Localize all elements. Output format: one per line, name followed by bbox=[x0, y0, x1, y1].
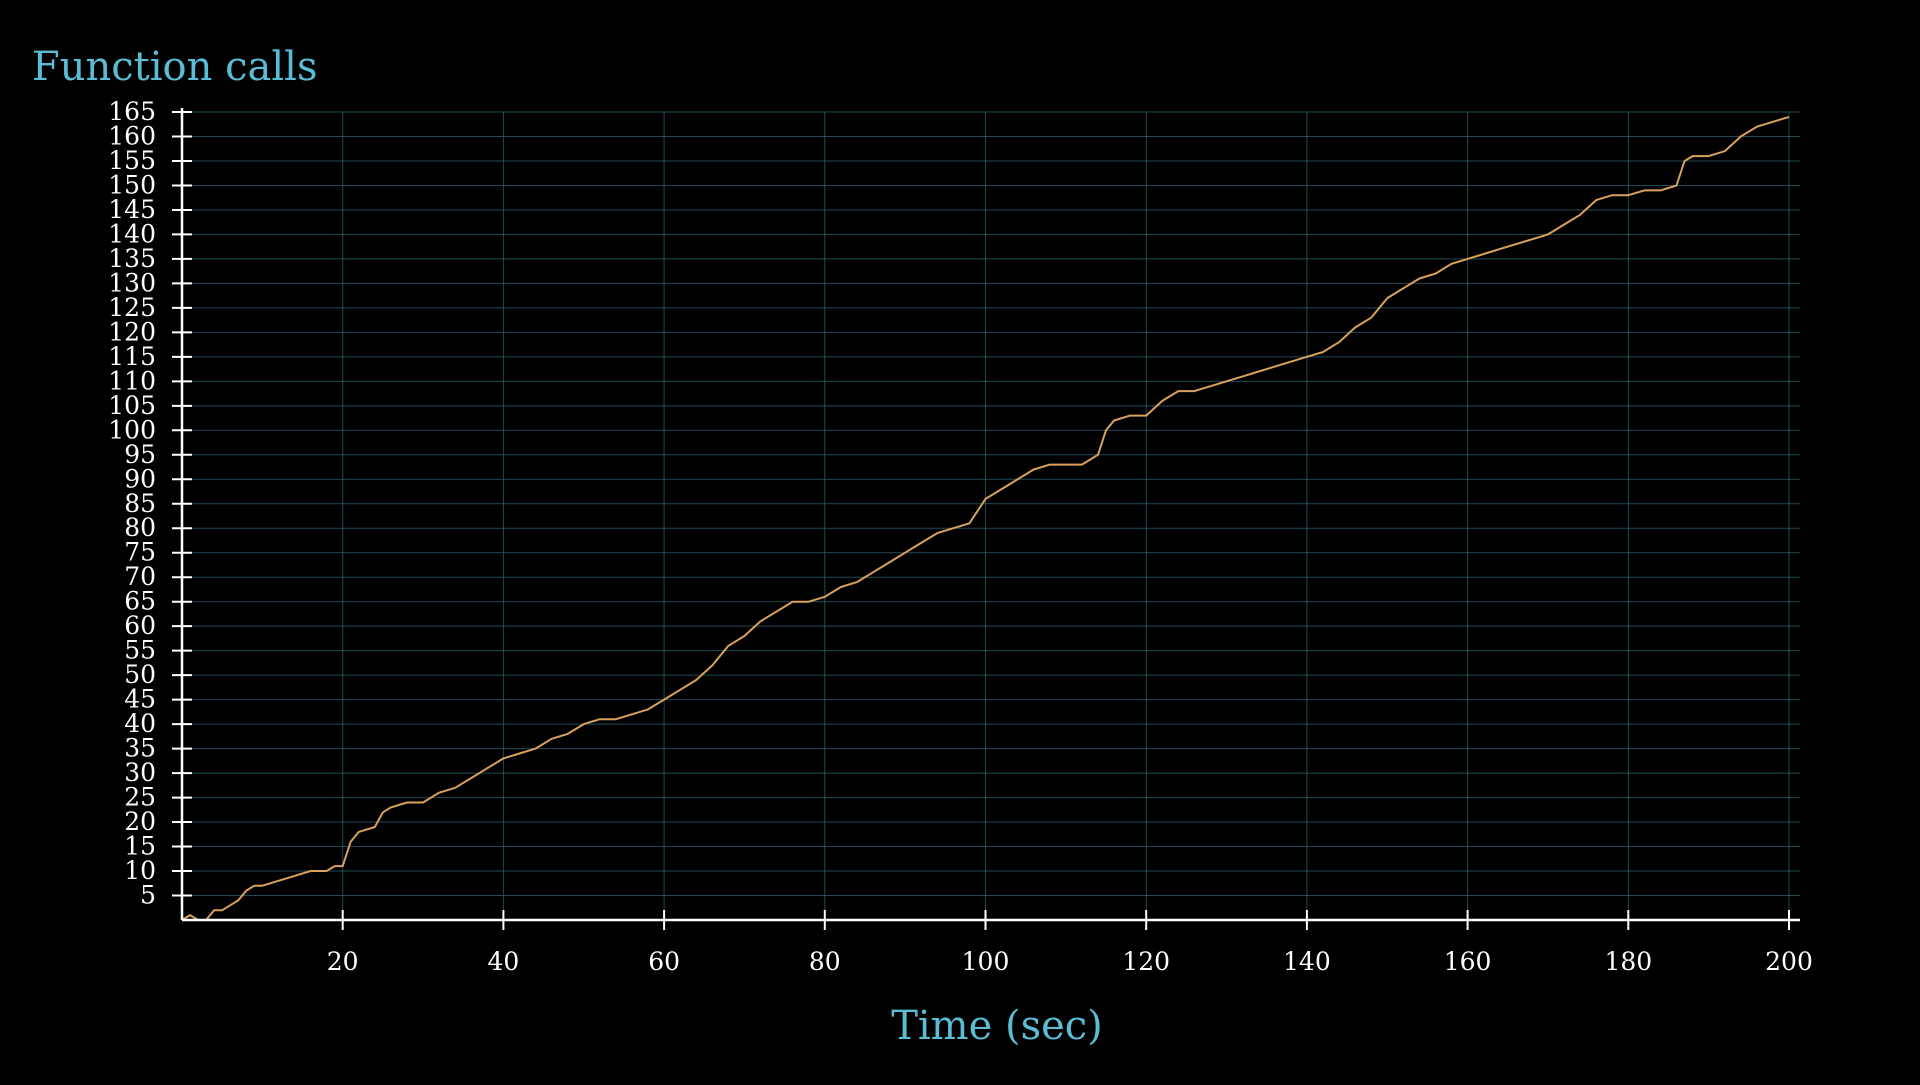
series-layer bbox=[181, 115, 1790, 921]
x-tick-label-200: 200 bbox=[1765, 947, 1813, 976]
y-tick-label-105: 105 bbox=[108, 391, 156, 420]
y-tick-label-140: 140 bbox=[108, 219, 156, 248]
y-tick-label-65: 65 bbox=[124, 587, 156, 616]
y-tick-label-130: 130 bbox=[108, 268, 156, 297]
y-tick-label-135: 135 bbox=[108, 244, 156, 273]
y-tick-label-10: 10 bbox=[124, 856, 156, 885]
y-tick-label-90: 90 bbox=[124, 464, 156, 493]
x-tick-label-120: 120 bbox=[1122, 947, 1170, 976]
y-tick-label-75: 75 bbox=[124, 538, 156, 567]
y-tick-label-155: 155 bbox=[108, 146, 156, 175]
y-tick-label-25: 25 bbox=[124, 783, 156, 812]
y-tick-label-120: 120 bbox=[108, 317, 156, 346]
x-tick-label-100: 100 bbox=[962, 947, 1010, 976]
y-tick-label-150: 150 bbox=[108, 170, 156, 199]
x-tick-label-160: 160 bbox=[1444, 947, 1492, 976]
chart-title: Function calls bbox=[32, 44, 317, 90]
x-tick-label-40: 40 bbox=[487, 947, 519, 976]
y-tick-label-40: 40 bbox=[124, 709, 156, 738]
y-tick-label-30: 30 bbox=[124, 758, 156, 787]
y-tick-label-45: 45 bbox=[124, 685, 156, 714]
x-tick-label-20: 20 bbox=[327, 947, 359, 976]
y-tick-label-70: 70 bbox=[124, 562, 156, 591]
y-tick-label-35: 35 bbox=[124, 734, 156, 763]
y-tick-label-20: 20 bbox=[124, 807, 156, 836]
grid bbox=[182, 111, 1800, 920]
y-tick-label-85: 85 bbox=[124, 489, 156, 518]
y-tick-label-50: 50 bbox=[124, 660, 156, 689]
y-tick-label-55: 55 bbox=[124, 636, 156, 665]
series-line-0 bbox=[181, 115, 1790, 921]
y-tick-label-115: 115 bbox=[108, 342, 156, 371]
y-tick-label-125: 125 bbox=[108, 293, 156, 322]
x-tick-label-180: 180 bbox=[1604, 947, 1652, 976]
y-tick-label-95: 95 bbox=[124, 440, 156, 469]
y-tick-label-60: 60 bbox=[124, 611, 156, 640]
y-tick-label-15: 15 bbox=[124, 832, 156, 861]
x-axis-label: Time (sec) bbox=[891, 1003, 1103, 1049]
y-tick-label-165: 165 bbox=[108, 97, 156, 126]
x-tick-label-80: 80 bbox=[809, 947, 841, 976]
axes: 5101520253035404550556065707580859095100… bbox=[108, 97, 1813, 976]
y-tick-label-100: 100 bbox=[108, 415, 156, 444]
y-tick-label-160: 160 bbox=[108, 121, 156, 150]
y-tick-label-145: 145 bbox=[108, 195, 156, 224]
y-tick-label-110: 110 bbox=[108, 366, 156, 395]
y-tick-label-5: 5 bbox=[140, 881, 156, 910]
x-tick-label-60: 60 bbox=[648, 947, 680, 976]
y-tick-label-80: 80 bbox=[124, 513, 156, 542]
x-tick-label-140: 140 bbox=[1283, 947, 1331, 976]
